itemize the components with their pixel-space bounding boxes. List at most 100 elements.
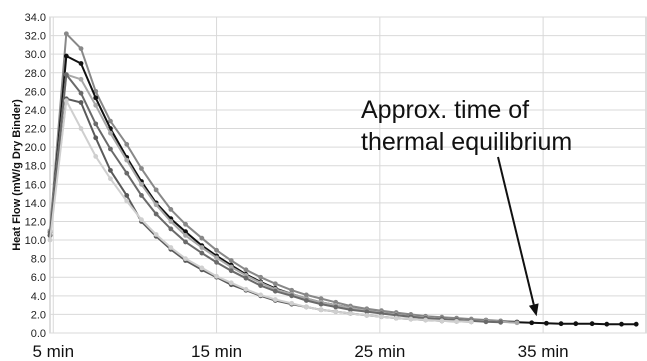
y-tick-label: 30.0: [25, 49, 46, 61]
data-point: [318, 296, 324, 302]
y-tick-label: 10.0: [25, 235, 46, 247]
data-point: [408, 316, 414, 322]
y-tick-label: 20.0: [25, 142, 46, 154]
data-point: [258, 292, 264, 298]
data-point: [108, 167, 113, 173]
data-point: [108, 130, 113, 136]
data-point: [124, 170, 130, 176]
data-point: [124, 141, 130, 147]
data-point: [514, 320, 520, 326]
series-line: [49, 32, 518, 323]
y-tick-label: 16.0: [25, 179, 46, 191]
data-point: [333, 304, 339, 310]
data-point: [228, 268, 234, 274]
data-point: [199, 235, 205, 241]
data-point: [243, 275, 249, 281]
y-tick-label: 34.0: [25, 12, 46, 24]
data-point: [168, 245, 174, 250]
data-point: [183, 256, 188, 262]
data-point: [214, 247, 219, 253]
y-tick-label: 14.0: [25, 198, 46, 210]
data-point: [214, 273, 219, 279]
plot-area: [49, 16, 647, 334]
data-point: [139, 193, 144, 198]
data-point: [619, 321, 624, 327]
data-point: [228, 264, 234, 270]
data-point: [168, 219, 174, 224]
data-point: [348, 307, 353, 313]
annotation-arrow-head: [528, 303, 539, 317]
data-point: [63, 31, 69, 37]
data-point: [228, 258, 234, 263]
y-tick-label: 18.0: [25, 161, 46, 173]
data-point: [153, 232, 159, 237]
annotation-line-2: thermal equilibrium: [361, 128, 572, 156]
data-point: [243, 286, 249, 292]
data-point: [348, 311, 353, 316]
data-point: [228, 280, 234, 286]
data-point: [272, 281, 278, 287]
data-point: [303, 292, 309, 298]
data-point: [139, 181, 144, 187]
grid-lines: [50, 16, 646, 334]
data-point: [303, 298, 309, 303]
y-tick-label: 24.0: [25, 105, 46, 117]
data-point: [93, 135, 99, 141]
data-point: [153, 211, 159, 217]
data-point: [214, 259, 219, 265]
data-point: [78, 61, 84, 66]
data-point: [423, 317, 428, 323]
data-point: [333, 309, 339, 315]
data-point: [139, 217, 144, 223]
data-point: [483, 319, 489, 325]
x-tick-label: 25 min: [354, 342, 405, 361]
data-point: [93, 88, 99, 94]
data-point: [199, 250, 205, 256]
data-point: [318, 307, 324, 313]
data-point: [289, 293, 295, 299]
data-point: [139, 166, 144, 171]
data-point: [124, 157, 130, 163]
y-axis-label: Heat Flow (mW/g Dry Binder): [11, 99, 23, 251]
y-tick-label: 6.0: [31, 272, 46, 284]
annotation-arrow-line: [497, 156, 535, 305]
data-point: [318, 301, 324, 307]
data-point: [258, 274, 264, 280]
data-point: [108, 176, 113, 182]
data-point: [78, 126, 84, 131]
x-tick-label: 35 min: [518, 342, 569, 361]
data-point: [47, 237, 53, 243]
data-point: [454, 318, 459, 324]
data-point: [604, 321, 610, 327]
y-tick-label: 4.0: [31, 291, 46, 303]
y-tick-label: 22.0: [25, 124, 46, 136]
y-tick-label: 2.0: [31, 309, 46, 321]
data-point: [498, 319, 504, 325]
data-point: [183, 239, 188, 245]
data-point: [93, 95, 99, 101]
data-point: [214, 255, 219, 261]
series-layer: [47, 31, 639, 327]
data-point: [379, 314, 384, 320]
data-point: [78, 90, 84, 96]
x-tick-label: 15 min: [191, 342, 242, 361]
data-point: [633, 321, 639, 327]
data-point: [168, 226, 174, 232]
data-point: [573, 321, 579, 327]
data-point: [393, 315, 399, 321]
data-point: [63, 98, 69, 104]
y-axis-ticks: 0.0 2.0 4.0 6.0 8.0 10.0 12.0 14.0 16.0 18.0 20.0 2…: [25, 12, 46, 340]
data-point: [364, 309, 370, 315]
y-tick-label: 26.0: [25, 86, 46, 98]
y-tick-label: 28.0: [25, 68, 46, 80]
data-point: [243, 267, 249, 273]
data-point: [272, 297, 278, 302]
data-point: [558, 321, 564, 327]
y-tick-label: 8.0: [31, 254, 46, 266]
data-point: [153, 202, 159, 208]
data-point: [183, 233, 188, 238]
series-6: [47, 98, 474, 325]
data-point: [78, 46, 84, 51]
data-point: [303, 304, 309, 310]
data-point: [63, 53, 69, 59]
